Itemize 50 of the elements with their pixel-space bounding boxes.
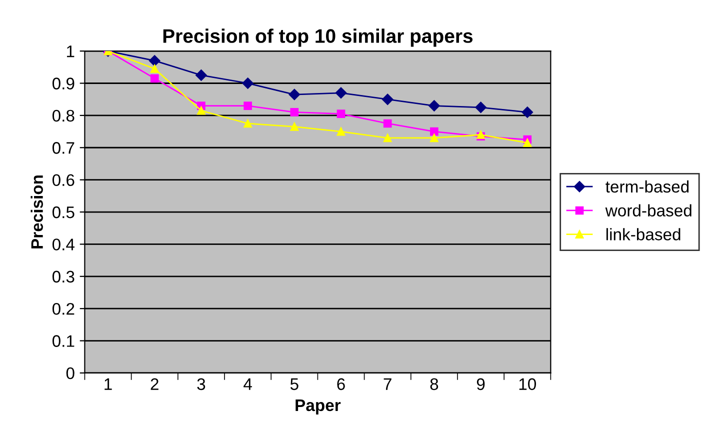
point	[244, 119, 252, 128]
x-tick-label: 5	[290, 378, 298, 390]
x-tick-label: 8	[430, 378, 438, 390]
y-tick-label: 0.6	[52, 174, 74, 186]
point	[336, 127, 346, 136]
point	[523, 138, 532, 147]
point	[382, 94, 394, 105]
point	[428, 100, 440, 112]
y-tick-label: 0.7	[52, 142, 74, 154]
x-tick-label: 4	[244, 378, 252, 390]
point	[383, 134, 392, 142]
y-tick-label: 0.3	[52, 270, 74, 283]
point	[288, 88, 300, 100]
point	[335, 87, 347, 99]
point	[290, 108, 299, 116]
point	[242, 78, 254, 89]
point	[522, 106, 533, 118]
y-tick-label: 0.2	[52, 302, 74, 315]
x-tick-label: 1	[104, 378, 112, 390]
point	[336, 110, 346, 118]
point	[196, 70, 207, 81]
legend-label: word-based	[605, 204, 692, 216]
point	[150, 64, 159, 73]
point	[430, 127, 438, 136]
point	[430, 134, 438, 142]
x-axis-title: Paper	[296, 400, 341, 414]
point	[244, 102, 252, 110]
point	[149, 55, 160, 66]
x-tick-label: 10	[519, 378, 536, 390]
point	[475, 102, 486, 113]
y-tick-label: 0	[66, 367, 74, 380]
y-tick-label: 0.5	[52, 206, 74, 218]
y-tick-label: 0.4	[52, 238, 75, 250]
x-tick-label: 9	[476, 378, 485, 390]
x-tick-label: 6	[337, 378, 345, 390]
chart-title: Precision of top 10 similar papers	[163, 28, 473, 47]
y-tick-label: 0.9	[52, 78, 74, 90]
x-tick-label: 7	[384, 378, 392, 390]
y-tick-label: 0.8	[52, 110, 74, 122]
point	[197, 106, 206, 115]
point	[383, 119, 392, 128]
point	[290, 122, 299, 131]
point	[150, 74, 159, 83]
x-tick-label: 2	[150, 378, 158, 390]
y-axis-title: Precision	[30, 176, 43, 248]
y-tick-label: 0.1	[52, 335, 74, 347]
legend-label: link-based	[606, 228, 680, 240]
legend-label: term-based	[606, 180, 689, 193]
x-tick-label: 3	[197, 378, 206, 390]
y-tick-label: 1	[67, 46, 74, 58]
